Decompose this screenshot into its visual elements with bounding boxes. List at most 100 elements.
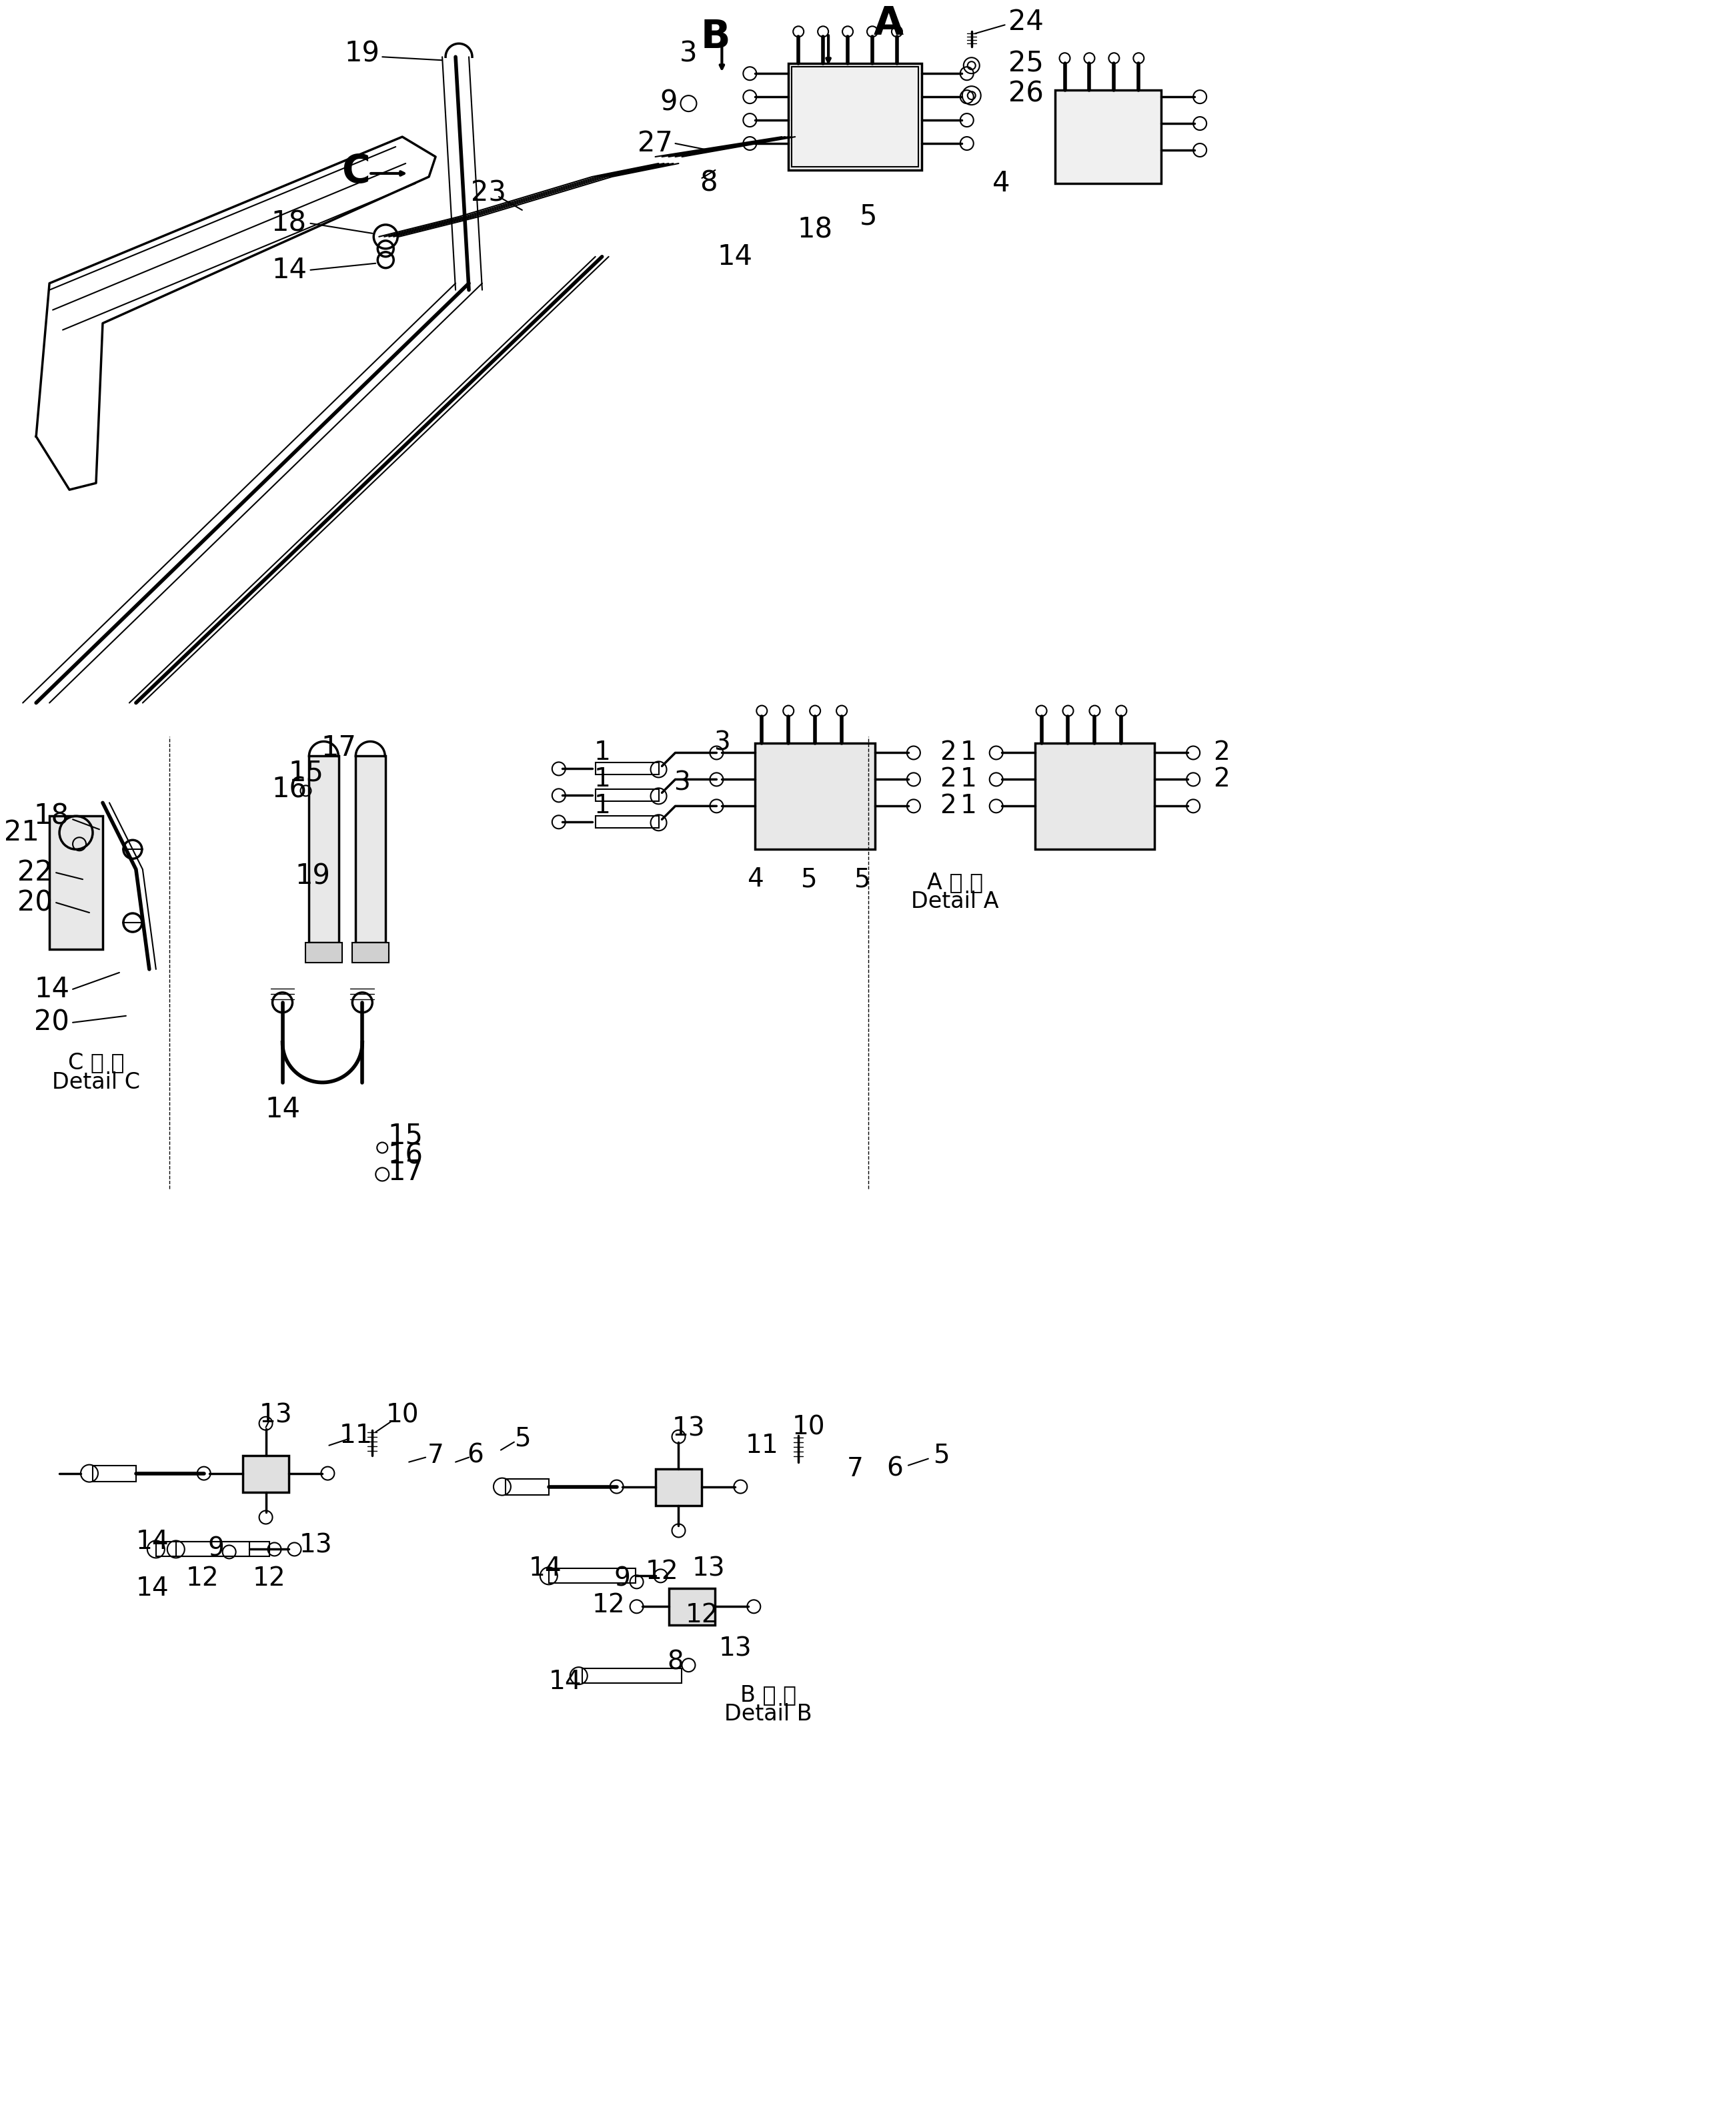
Text: 1: 1 xyxy=(960,739,977,765)
Bar xyxy=(309,756,339,942)
Text: 1: 1 xyxy=(594,739,611,765)
Text: 18: 18 xyxy=(35,803,69,830)
Text: 7: 7 xyxy=(847,1455,863,1481)
Text: C: C xyxy=(342,152,370,190)
Bar xyxy=(595,815,658,828)
Text: 6: 6 xyxy=(467,1442,484,1468)
Bar xyxy=(1055,91,1161,184)
Text: 14: 14 xyxy=(135,1576,170,1601)
Text: 1: 1 xyxy=(960,767,977,792)
Text: 26: 26 xyxy=(1009,80,1043,108)
Text: 13: 13 xyxy=(299,1533,332,1559)
Polygon shape xyxy=(36,137,436,490)
Text: 15: 15 xyxy=(288,758,323,788)
Text: 8: 8 xyxy=(700,169,717,196)
Text: C 計 端: C 計 端 xyxy=(68,1052,125,1073)
Text: 4: 4 xyxy=(993,169,1010,196)
Text: 13: 13 xyxy=(259,1402,292,1428)
Text: 3: 3 xyxy=(713,731,731,756)
Text: 5: 5 xyxy=(514,1426,529,1451)
Text: Detail C: Detail C xyxy=(52,1071,141,1094)
Text: 12: 12 xyxy=(592,1592,625,1618)
Text: 27: 27 xyxy=(637,129,674,158)
Text: 14: 14 xyxy=(717,243,753,270)
Text: 1: 1 xyxy=(594,767,611,792)
Bar xyxy=(352,942,389,963)
Text: 14: 14 xyxy=(266,1094,300,1124)
Text: 6: 6 xyxy=(887,1455,903,1481)
Text: 12: 12 xyxy=(686,1603,719,1628)
Text: 18: 18 xyxy=(271,209,307,237)
Text: 13: 13 xyxy=(672,1415,705,1440)
Text: 5: 5 xyxy=(859,203,877,230)
Bar xyxy=(92,1466,135,1481)
Bar xyxy=(356,756,385,942)
Text: 2: 2 xyxy=(939,794,957,819)
Text: 9: 9 xyxy=(615,1565,630,1590)
Bar xyxy=(549,1569,635,1584)
Text: 16: 16 xyxy=(387,1143,424,1170)
Text: 20: 20 xyxy=(17,889,52,917)
Bar xyxy=(792,68,918,167)
Bar xyxy=(175,1542,269,1557)
Text: 13: 13 xyxy=(719,1637,752,1662)
Text: 2: 2 xyxy=(1213,739,1229,765)
Text: 3: 3 xyxy=(681,40,698,68)
Text: 12: 12 xyxy=(646,1559,679,1584)
Text: 7: 7 xyxy=(427,1442,444,1468)
Text: 22: 22 xyxy=(17,860,52,887)
Text: 11: 11 xyxy=(745,1432,778,1457)
Text: 14: 14 xyxy=(549,1668,582,1694)
Text: 10: 10 xyxy=(792,1415,825,1440)
Text: 13: 13 xyxy=(693,1557,726,1582)
Text: 9: 9 xyxy=(208,1535,224,1561)
Text: 14: 14 xyxy=(35,976,69,1003)
Text: 24: 24 xyxy=(1009,8,1043,36)
Text: 16: 16 xyxy=(271,775,307,803)
Text: 1: 1 xyxy=(960,794,977,819)
Text: 8: 8 xyxy=(667,1649,684,1675)
Text: 12: 12 xyxy=(186,1565,219,1590)
Bar xyxy=(788,63,922,171)
Text: 15: 15 xyxy=(387,1121,424,1149)
Bar xyxy=(668,1588,715,1626)
Bar xyxy=(243,1455,290,1491)
Text: 17: 17 xyxy=(321,735,356,762)
Text: 12: 12 xyxy=(252,1565,286,1590)
Text: 18: 18 xyxy=(797,215,833,245)
Text: 14: 14 xyxy=(135,1529,170,1554)
Text: 5: 5 xyxy=(934,1442,950,1468)
Text: 5: 5 xyxy=(800,866,816,891)
Text: 9: 9 xyxy=(660,89,677,116)
Text: 19: 19 xyxy=(345,40,380,68)
Bar xyxy=(582,1668,682,1683)
Text: 10: 10 xyxy=(385,1402,418,1428)
Bar xyxy=(306,942,342,963)
Bar xyxy=(595,790,658,800)
Bar xyxy=(654,1468,701,1506)
Text: Detail B: Detail B xyxy=(724,1702,812,1726)
Text: 2: 2 xyxy=(1213,767,1229,792)
Text: 25: 25 xyxy=(1009,49,1043,78)
Text: B 計 端: B 計 端 xyxy=(741,1683,797,1706)
Text: 23: 23 xyxy=(470,180,507,207)
Text: 4: 4 xyxy=(746,866,764,891)
Bar xyxy=(755,743,875,849)
Text: 19: 19 xyxy=(295,862,330,889)
Text: 11: 11 xyxy=(339,1423,372,1449)
Bar xyxy=(505,1478,549,1495)
Text: Detail A: Detail A xyxy=(911,891,998,912)
Text: 21: 21 xyxy=(3,819,40,847)
Text: 1: 1 xyxy=(594,794,611,819)
Text: 20: 20 xyxy=(35,1010,69,1037)
Text: 14: 14 xyxy=(271,256,307,283)
Text: 14: 14 xyxy=(529,1557,562,1582)
Text: 5: 5 xyxy=(854,866,870,891)
Text: 2: 2 xyxy=(939,767,957,792)
Bar xyxy=(1035,743,1154,849)
Text: 17: 17 xyxy=(387,1157,424,1187)
Text: 3: 3 xyxy=(674,771,691,796)
Text: A: A xyxy=(873,4,903,42)
Text: 2: 2 xyxy=(939,739,957,765)
Bar xyxy=(156,1542,250,1557)
